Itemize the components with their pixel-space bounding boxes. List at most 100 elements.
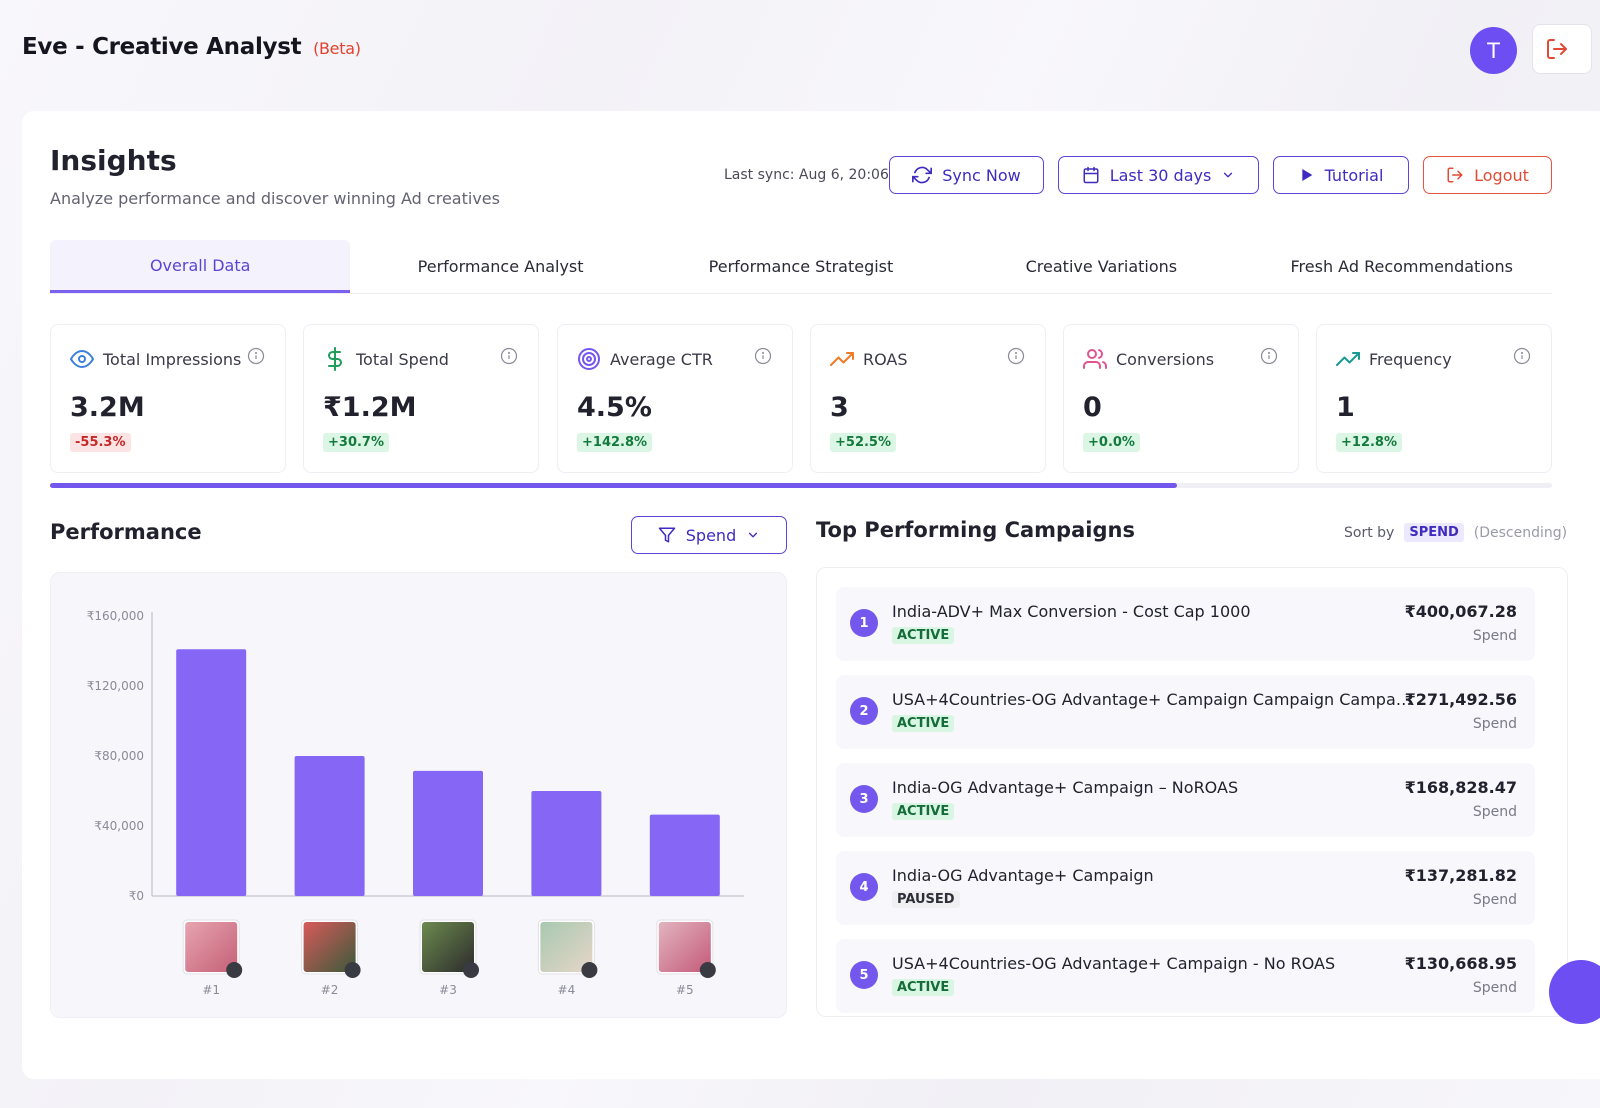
chat-fab-button[interactable] [1549,960,1600,1024]
info-icon[interactable] [500,347,518,365]
metric-label: Frequency [1369,350,1452,369]
dollar-icon [328,347,342,371]
sync-now-label: Sync Now [942,165,1021,185]
creative-thumbnail [422,922,474,972]
y-tick-label: ₹40,000 [94,819,144,833]
metric-card-roas: ROAS 3 +52.5% [810,324,1046,473]
status-badge: ACTIVE [892,979,955,996]
metric-filter-select[interactable]: Spend [631,516,787,554]
trending-up-icon [1336,352,1360,366]
logout-button[interactable]: Logout [1423,156,1552,194]
top-logout-button[interactable] [1532,24,1592,74]
campaign-metric-label: Spend [1472,980,1517,996]
app-title-text: Eve - Creative Analyst [22,34,302,60]
metric-change: +12.8% [1336,433,1402,452]
metric-change: +0.0% [1083,433,1140,452]
list-item[interactable]: 3 India-OG Advantage+ Campaign – NoROAS … [836,763,1535,837]
tab-performance-analyst[interactable]: Performance Analyst [417,257,584,276]
campaign-metric-label: Spend [1472,804,1517,820]
date-range-select[interactable]: Last 30 days [1058,156,1259,194]
metric-change: +52.5% [830,433,896,452]
status-badge: ACTIVE [892,803,955,820]
metric-card-spend: Total Spend ₹1.2M +30.7% [303,324,539,473]
sort-control: Sort by SPEND (Descending) [1344,523,1567,542]
metrics-scrollbar[interactable] [50,483,1552,488]
metric-label: Conversions [1116,350,1215,369]
list-item[interactable]: 5 USA+4Countries-OG Advantage+ Campaign … [836,939,1535,1013]
sort-direction: (Descending) [1473,524,1568,541]
sort-label: Sort by [1344,524,1395,541]
info-icon[interactable] [247,347,265,365]
date-range-label: Last 30 days [1109,165,1212,185]
performance-title: Performance [50,520,202,544]
chart-bar [176,649,247,896]
metric-card-frequency: Frequency 1 +12.8% [1316,324,1552,473]
x-tick-label: #3 [439,983,457,997]
info-icon[interactable] [1513,347,1531,365]
rank-badge: 4 [850,873,878,901]
sort-field-chip[interactable]: SPEND [1404,523,1464,542]
campaign-metric-label: Spend [1472,716,1517,732]
users-icon [1083,349,1107,369]
play-badge-icon [463,962,479,978]
info-icon[interactable] [1007,347,1025,365]
list-item[interactable]: 1 India-ADV+ Max Conversion - Cost Cap 1… [836,587,1535,661]
target-icon [578,348,600,370]
metric-label: Total Impressions [103,350,242,369]
performance-chart: ₹0 ₹40,000 ₹80,000 ₹120,000 ₹160,000 #1 #2 #3 #4… [50,572,787,1018]
tab-creative-variations[interactable]: Creative Variations [1025,257,1178,276]
metric-label: Average CTR [610,350,713,369]
x-tick-label: #1 [202,983,220,997]
metric-change: +30.7% [323,433,389,452]
beta-badge: (Beta) [313,39,361,58]
chevron-down-icon [1224,172,1233,178]
tab-overall-data[interactable]: Overall Data [50,240,351,293]
metric-value: 4.5% [577,392,652,423]
rank-badge: 1 [850,609,878,637]
metric-value: ₹1.2M [323,392,417,423]
avatar[interactable]: T [1470,27,1517,74]
logout-label: Logout [1474,165,1529,185]
last-sync-text: Last sync: Aug 6, 20:06 [724,167,889,183]
campaign-name: India-OG Advantage+ Campaign – NoROAS [892,778,1239,797]
y-tick-label: ₹120,000 [87,679,144,693]
play-badge-icon [344,962,361,978]
trending-up-icon [830,352,854,366]
metric-value: 1 [1336,392,1355,423]
info-icon[interactable] [754,347,772,365]
tab-bar: Overall Data Performance Analyst Perform… [50,240,1552,294]
list-item[interactable]: 4 India-OG Advantage+ Campaign PAUSED ₹1… [836,851,1535,925]
info-icon[interactable] [1260,347,1278,365]
metric-label: Total Spend [356,350,449,369]
y-tick-label: ₹80,000 [94,749,144,763]
tutorial-button[interactable]: Tutorial [1273,156,1409,194]
creative-thumbnail [540,922,593,972]
bar-chart: ₹0 ₹40,000 ₹80,000 ₹120,000 ₹160,000 #1 #2 #3 #4… [87,609,744,997]
tutorial-label: Tutorial [1324,165,1384,185]
creative-thumbnail [185,922,238,972]
eye-icon [70,350,94,368]
tab-performance-strategist[interactable]: Performance Strategist [708,257,894,276]
metrics-scrollbar-thumb[interactable] [50,483,1177,488]
app-title: Eve - Creative Analyst (Beta) [22,34,361,60]
metric-change: +142.8% [577,433,653,452]
status-badge: ACTIVE [892,627,955,644]
campaign-name: India-ADV+ Max Conversion - Cost Cap 100… [892,602,1251,621]
chart-bar [294,756,365,896]
x-tick-label: #4 [558,983,576,997]
list-item[interactable]: 2 USA+4Countries-OG Advantage+ Campaign … [836,675,1535,749]
metric-card-conversions: Conversions 0 +0.0% [1063,324,1299,473]
creative-thumbnail [658,922,711,972]
sync-now-button[interactable]: Sync Now [889,156,1044,194]
rank-badge: 2 [850,697,878,725]
tab-fresh-ad-recommendations[interactable]: Fresh Ad Recommendations [1290,257,1514,276]
calendar-icon [1083,166,1099,184]
filter-icon [658,527,676,543]
play-icon [1301,169,1312,181]
logout-icon [1547,39,1567,59]
top-campaigns-title: Top Performing Campaigns [816,518,1135,542]
chart-bar [413,770,483,896]
creative-thumbnail [303,922,356,972]
campaign-name: USA+4Countries-OG Advantage+ Campaign Ca… [892,690,1412,709]
x-tick-label: #2 [321,983,339,997]
